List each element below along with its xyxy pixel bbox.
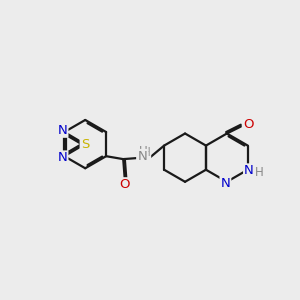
Text: S: S (81, 138, 89, 151)
Text: H: H (255, 166, 263, 178)
Text: H: H (142, 146, 150, 159)
Text: N: N (58, 124, 68, 137)
Text: N: N (244, 164, 254, 177)
Text: O: O (119, 178, 130, 191)
Text: N: N (138, 150, 148, 163)
Text: N: N (137, 149, 147, 162)
Text: N: N (220, 177, 230, 190)
Text: H: H (139, 145, 148, 158)
Text: N: N (58, 152, 68, 164)
Text: O: O (243, 118, 253, 131)
